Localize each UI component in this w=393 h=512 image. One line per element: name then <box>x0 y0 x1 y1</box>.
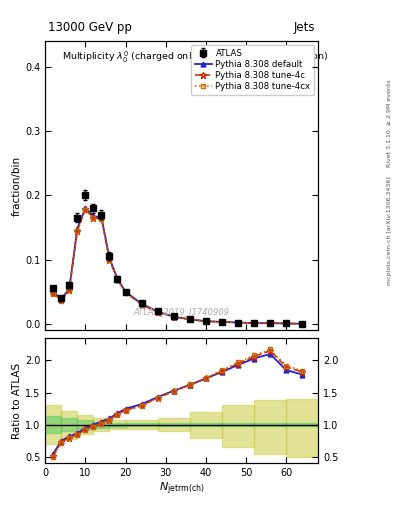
Pythia 8.308 tune-4c <box>91 215 96 221</box>
Pythia 8.308 tune-4cx <box>59 297 64 304</box>
Pythia 8.308 default <box>51 289 55 295</box>
Pythia 8.308 tune-4c <box>155 309 160 315</box>
Pythia 8.308 tune-4c <box>220 319 224 325</box>
Pythia 8.308 tune-4cx <box>204 318 208 324</box>
Pythia 8.308 tune-4c <box>268 320 272 326</box>
Pythia 8.308 tune-4cx <box>300 321 305 327</box>
Pythia 8.308 default <box>67 285 72 291</box>
Pythia 8.308 tune-4c <box>75 227 80 233</box>
Pythia 8.308 default <box>59 296 64 303</box>
Pythia 8.308 tune-4cx <box>115 277 120 283</box>
Pythia 8.308 default <box>220 319 224 325</box>
Pythia 8.308 default <box>91 214 96 220</box>
Y-axis label: Ratio to ATLAS: Ratio to ATLAS <box>12 362 22 439</box>
Pythia 8.308 tune-4c <box>252 320 256 326</box>
Pythia 8.308 default <box>75 226 80 232</box>
Text: Rivet 3.1.10, ≥ 2.9M events: Rivet 3.1.10, ≥ 2.9M events <box>387 79 392 167</box>
Pythia 8.308 tune-4c <box>83 206 88 212</box>
Pythia 8.308 default <box>187 316 192 323</box>
Pythia 8.308 tune-4c <box>236 319 241 326</box>
Pythia 8.308 default <box>115 276 120 282</box>
Text: ATLAS_2019_I1740909: ATLAS_2019_I1740909 <box>134 307 230 316</box>
Legend: ATLAS, Pythia 8.308 default, Pythia 8.308 tune-4c, Pythia 8.308 tune-4cx: ATLAS, Pythia 8.308 default, Pythia 8.30… <box>191 45 314 95</box>
Pythia 8.308 tune-4c <box>204 318 208 324</box>
Pythia 8.308 default <box>83 205 88 211</box>
Pythia 8.308 tune-4cx <box>107 257 112 263</box>
Pythia 8.308 tune-4cx <box>99 216 104 222</box>
Pythia 8.308 default <box>204 318 208 324</box>
Pythia 8.308 tune-4c <box>115 276 120 283</box>
Text: Jets: Jets <box>294 20 316 34</box>
X-axis label: $N_{\mathrm{jetrm(ch)}}$: $N_{\mathrm{jetrm(ch)}}$ <box>159 481 205 497</box>
Pythia 8.308 default <box>236 319 241 326</box>
Text: 13000 GeV pp: 13000 GeV pp <box>48 20 132 34</box>
Pythia 8.308 tune-4cx <box>123 290 128 296</box>
Pythia 8.308 default <box>171 314 176 320</box>
Line: Pythia 8.308 default: Pythia 8.308 default <box>51 206 305 326</box>
Pythia 8.308 tune-4cx <box>91 216 96 222</box>
Pythia 8.308 default <box>284 321 288 327</box>
Pythia 8.308 tune-4cx <box>252 320 256 326</box>
Pythia 8.308 tune-4cx <box>155 309 160 315</box>
Pythia 8.308 default <box>107 255 112 261</box>
Pythia 8.308 default <box>252 320 256 326</box>
Pythia 8.308 tune-4cx <box>187 316 192 323</box>
Pythia 8.308 default <box>155 309 160 315</box>
Pythia 8.308 tune-4c <box>107 257 112 263</box>
Pythia 8.308 tune-4c <box>123 289 128 295</box>
Line: Pythia 8.308 tune-4c: Pythia 8.308 tune-4c <box>50 206 306 327</box>
Pythia 8.308 tune-4cx <box>83 207 88 213</box>
Pythia 8.308 default <box>300 321 305 327</box>
Pythia 8.308 tune-4cx <box>268 320 272 326</box>
Pythia 8.308 tune-4c <box>51 290 55 296</box>
Pythia 8.308 tune-4c <box>99 216 104 222</box>
Text: Multiplicity $\lambda_0^0$ (charged only) (ATLAS jet fragmentation): Multiplicity $\lambda_0^0$ (charged only… <box>62 50 327 65</box>
Line: Pythia 8.308 tune-4cx: Pythia 8.308 tune-4cx <box>51 207 305 326</box>
Pythia 8.308 default <box>99 214 104 220</box>
Pythia 8.308 tune-4c <box>284 321 288 327</box>
Pythia 8.308 tune-4c <box>300 321 305 327</box>
Pythia 8.308 tune-4cx <box>51 290 55 296</box>
Y-axis label: fraction/bin: fraction/bin <box>12 156 22 216</box>
Pythia 8.308 tune-4cx <box>236 319 241 326</box>
Pythia 8.308 tune-4cx <box>139 302 144 308</box>
Pythia 8.308 tune-4cx <box>67 287 72 293</box>
Pythia 8.308 tune-4cx <box>75 228 80 234</box>
Pythia 8.308 tune-4c <box>139 302 144 308</box>
Pythia 8.308 tune-4c <box>187 316 192 323</box>
Pythia 8.308 tune-4cx <box>220 319 224 325</box>
Pythia 8.308 tune-4cx <box>284 321 288 327</box>
Pythia 8.308 tune-4c <box>59 297 64 303</box>
Pythia 8.308 default <box>268 320 272 326</box>
Pythia 8.308 default <box>123 289 128 295</box>
Pythia 8.308 tune-4cx <box>171 314 176 320</box>
Text: mcplots.cern.ch [arXiv:1306.3436]: mcplots.cern.ch [arXiv:1306.3436] <box>387 176 392 285</box>
Pythia 8.308 tune-4c <box>67 287 72 293</box>
Pythia 8.308 default <box>139 301 144 307</box>
Pythia 8.308 tune-4c <box>171 314 176 320</box>
